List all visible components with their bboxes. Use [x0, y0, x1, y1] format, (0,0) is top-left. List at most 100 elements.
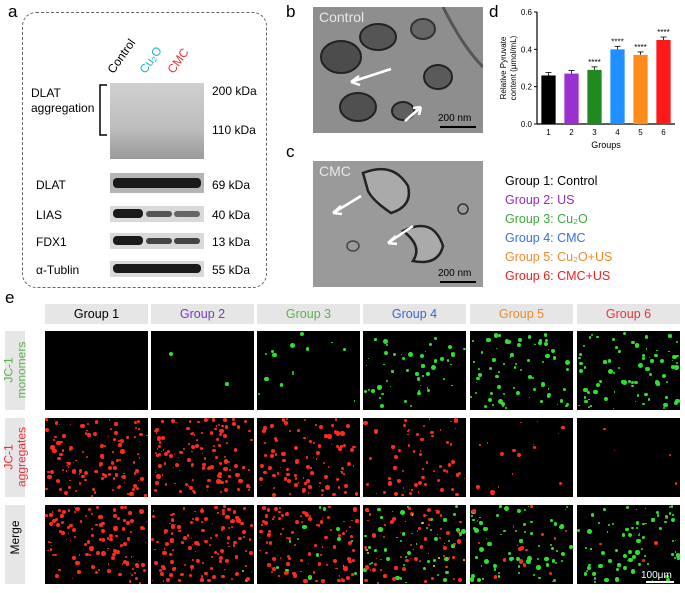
- fluor-dot: [209, 431, 214, 435]
- bar: [541, 75, 556, 124]
- fluor-dot: [425, 514, 428, 517]
- fluor-dot: [292, 573, 298, 578]
- panel-label-b: b: [286, 2, 296, 21]
- fluor-dot: [54, 435, 57, 439]
- fluor-dot: [225, 382, 230, 386]
- fluor-dot: [337, 579, 341, 583]
- fluor-dot: [447, 344, 453, 350]
- fluor-dot: [353, 400, 356, 403]
- fluor-image-g5-r2: [470, 418, 573, 497]
- fluor-dot: [367, 552, 370, 555]
- fluor-dot: [260, 523, 263, 526]
- fluor-dot: [122, 519, 126, 522]
- fluor-dot: [557, 432, 560, 435]
- western-blot-panel: [22, 12, 267, 288]
- fluor-dot: [415, 543, 418, 546]
- fluor-dot: [383, 363, 385, 365]
- fluor-dot: [286, 472, 290, 477]
- fluor-dot: [663, 402, 668, 408]
- fluor-dot: [507, 340, 512, 345]
- fluor-dot: [527, 335, 532, 339]
- fluor-dot: [350, 535, 353, 538]
- fluor-dot: [285, 569, 289, 573]
- fluor-dot: [371, 533, 376, 538]
- fluor-dot: [631, 340, 635, 344]
- fluor-dot: [583, 344, 586, 347]
- fluor-dot: [665, 577, 671, 583]
- fluor-dot: [278, 575, 280, 577]
- fluor-dot: [645, 348, 648, 350]
- fluor-dot: [231, 526, 234, 529]
- fluor-dot: [405, 581, 407, 584]
- fluor-dot: [611, 337, 615, 342]
- fluor-dot: [443, 378, 446, 380]
- fluor-dot: [157, 452, 161, 456]
- fluor-dot: [349, 448, 354, 453]
- fluor-dot: [204, 418, 209, 423]
- fluor-dot: [315, 553, 320, 557]
- fluor-dot: [439, 464, 443, 468]
- fluor-dot: [227, 461, 230, 464]
- kda-40: 40 kDa: [212, 208, 251, 222]
- fluor-dot: [290, 530, 294, 534]
- fluor-dot: [201, 521, 204, 524]
- fluor-dot: [218, 555, 223, 560]
- fluor-dot: [479, 547, 484, 553]
- fluor-dot: [120, 544, 124, 548]
- fluor-dot: [208, 418, 210, 420]
- fluor-dot: [305, 347, 310, 351]
- fluor-dot: [75, 460, 77, 462]
- fluor-dot: [268, 466, 273, 471]
- fluor-dot: [266, 507, 271, 512]
- fluor-dot: [61, 448, 65, 452]
- fluor-dot: [504, 339, 510, 345]
- fluor-dot: [450, 363, 453, 366]
- fluor-dot: [236, 518, 241, 523]
- fluor-dot: [347, 540, 353, 546]
- fluor-dot: [68, 449, 71, 452]
- fluor-dot: [645, 522, 647, 524]
- fluor-dot: [319, 520, 324, 524]
- fluor-dot: [63, 490, 68, 495]
- fluor-dot: [565, 402, 570, 407]
- fluor-dot: [274, 438, 278, 442]
- fluor-dot: [259, 537, 261, 539]
- fluor-dot: [111, 556, 116, 561]
- fluor-dot: [227, 526, 231, 530]
- fluor-dot: [209, 537, 212, 540]
- fluor-dot: [618, 367, 621, 370]
- fluor-dot: [260, 464, 264, 468]
- fluor-dot: [45, 418, 48, 421]
- fluor-dot: [473, 527, 479, 533]
- fluor-dot: [547, 348, 549, 350]
- fluor-dot: [172, 512, 175, 516]
- fluor-dot: [659, 358, 665, 364]
- fluor-scale-text: 100μm: [641, 570, 672, 581]
- fluor-dot: [194, 510, 196, 513]
- fluor-dot: [58, 424, 60, 426]
- fluor-dot: [438, 536, 441, 539]
- fluor-dot: [111, 451, 114, 453]
- fluor-dot: [129, 531, 132, 533]
- fluor-dot: [363, 420, 368, 425]
- fluor-dot: [470, 577, 475, 582]
- fluor-dot: [345, 530, 348, 532]
- fluor-dot: [419, 450, 422, 453]
- fluor-dot: [472, 518, 475, 522]
- fluor-dot: [162, 551, 167, 556]
- fluor-dot: [263, 426, 268, 431]
- fluor-dot: [636, 527, 639, 530]
- fluor-dot: [126, 493, 129, 495]
- fluor-dot: [487, 541, 492, 547]
- fluor-dot: [496, 348, 498, 350]
- fluor-dot: [415, 372, 419, 376]
- fluor-dot: [502, 558, 507, 562]
- fluor-dot: [96, 551, 100, 555]
- fluor-dot: [270, 570, 273, 573]
- fluor-dot: [564, 360, 570, 366]
- fluor-dot: [225, 582, 227, 584]
- fluor-dot: [440, 357, 444, 361]
- fdx1-band-2: [146, 238, 172, 244]
- fluor-dot: [426, 508, 431, 513]
- fluor-dot: [429, 518, 433, 522]
